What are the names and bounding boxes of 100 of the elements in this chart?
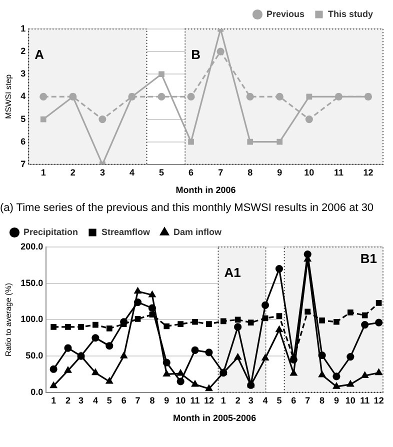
point bbox=[234, 316, 241, 323]
point bbox=[304, 250, 312, 258]
band-label: B1 bbox=[360, 251, 377, 266]
point bbox=[347, 380, 354, 387]
y-tick-label: 7 bbox=[20, 158, 26, 169]
x-tick-label: 10 bbox=[345, 395, 356, 406]
point bbox=[290, 370, 298, 376]
x-tick-label: 10 bbox=[304, 167, 314, 178]
point bbox=[376, 300, 382, 306]
legend-label: Precipitation bbox=[24, 226, 78, 237]
point bbox=[246, 92, 254, 100]
point bbox=[332, 372, 340, 380]
x-tick-label: 1 bbox=[220, 395, 226, 406]
point bbox=[176, 378, 184, 386]
x-tick-label: 11 bbox=[334, 167, 344, 178]
x-tick-label: 7 bbox=[305, 395, 310, 406]
text: (a) Time series of the previous and this monthly MSWSI results in 2006 at 30 bbox=[0, 201, 375, 216]
y-tick-label: 4 bbox=[20, 91, 26, 102]
point bbox=[98, 115, 106, 124]
x-tick-label: 5 bbox=[158, 167, 164, 178]
x-tick-label: 5 bbox=[276, 395, 282, 406]
point bbox=[78, 324, 84, 330]
x-tick-label: 7 bbox=[218, 167, 224, 178]
point bbox=[276, 92, 284, 100]
band-label: A1 bbox=[224, 265, 241, 280]
point bbox=[92, 322, 98, 328]
y-tick-label: 3 bbox=[20, 68, 26, 79]
point bbox=[304, 308, 311, 315]
point bbox=[375, 368, 382, 376]
point bbox=[276, 138, 283, 145]
x-tick-label: 3 bbox=[78, 395, 84, 406]
point bbox=[305, 115, 313, 124]
x-tick-label: 6 bbox=[291, 395, 296, 406]
x-tick-label: 11 bbox=[190, 395, 200, 406]
point bbox=[276, 326, 283, 332]
point bbox=[158, 71, 164, 78]
y-tick-label: 150.0 bbox=[20, 278, 44, 288]
point bbox=[120, 352, 128, 358]
point bbox=[220, 318, 226, 324]
point bbox=[177, 370, 184, 376]
x-tick-label: 9 bbox=[277, 167, 282, 178]
point bbox=[192, 380, 198, 387]
point bbox=[348, 310, 354, 316]
point bbox=[375, 318, 383, 326]
point bbox=[276, 313, 282, 319]
x-tick-label: 8 bbox=[248, 167, 253, 178]
y-tick-label: 5 bbox=[20, 114, 26, 124]
point bbox=[162, 358, 170, 366]
point bbox=[92, 334, 100, 342]
point bbox=[261, 301, 270, 309]
x-tick-label: 12 bbox=[363, 167, 374, 178]
point bbox=[247, 138, 254, 145]
y-tick-label: 2 bbox=[20, 46, 26, 56]
y-tick-label: 200.0 bbox=[20, 241, 44, 252]
x-tick-label: 12 bbox=[204, 395, 214, 406]
x-tick-label: 9 bbox=[334, 395, 339, 406]
point bbox=[92, 368, 99, 376]
point bbox=[262, 354, 269, 361]
point bbox=[362, 312, 368, 318]
point bbox=[148, 291, 156, 298]
x-tick-label: 3 bbox=[248, 395, 254, 406]
y-tick-label: 6 bbox=[20, 136, 26, 146]
point bbox=[306, 94, 312, 100]
legend-label: Previous bbox=[266, 8, 305, 19]
y-tick-label: 50.0 bbox=[26, 350, 44, 361]
point bbox=[64, 366, 72, 373]
x-tick-label: 2 bbox=[235, 395, 240, 406]
point bbox=[318, 371, 326, 378]
y-tick-label: 1 bbox=[20, 23, 26, 34]
x-tick-label: 4 bbox=[129, 167, 134, 178]
y-tick-label: 0.0 bbox=[30, 386, 44, 397]
point bbox=[234, 323, 242, 331]
point bbox=[248, 320, 254, 326]
y-axis-title: Ratio to average (%) bbox=[4, 282, 14, 356]
point bbox=[206, 321, 212, 327]
x-tick-label: 12 bbox=[374, 395, 384, 406]
point bbox=[40, 92, 48, 100]
point bbox=[361, 320, 369, 329]
point bbox=[188, 138, 194, 145]
legend-label: Streamflow bbox=[102, 226, 152, 237]
point bbox=[187, 92, 195, 100]
point bbox=[178, 321, 184, 327]
point bbox=[346, 352, 354, 361]
point bbox=[164, 323, 170, 330]
y-axis-title: MSWSI step bbox=[4, 74, 14, 119]
x-tick-label: 4 bbox=[92, 395, 98, 406]
point bbox=[134, 288, 142, 294]
point bbox=[191, 346, 199, 354]
point bbox=[216, 48, 224, 56]
point bbox=[275, 265, 284, 273]
point bbox=[106, 378, 113, 384]
x-tick-label: 9 bbox=[164, 395, 170, 406]
x-tick-label: 2 bbox=[70, 167, 76, 178]
band-label: B bbox=[191, 47, 201, 62]
point bbox=[106, 326, 112, 332]
point bbox=[134, 298, 142, 306]
point bbox=[205, 348, 213, 356]
point bbox=[318, 352, 326, 360]
point bbox=[206, 384, 212, 392]
legend-label: This study bbox=[328, 8, 374, 19]
